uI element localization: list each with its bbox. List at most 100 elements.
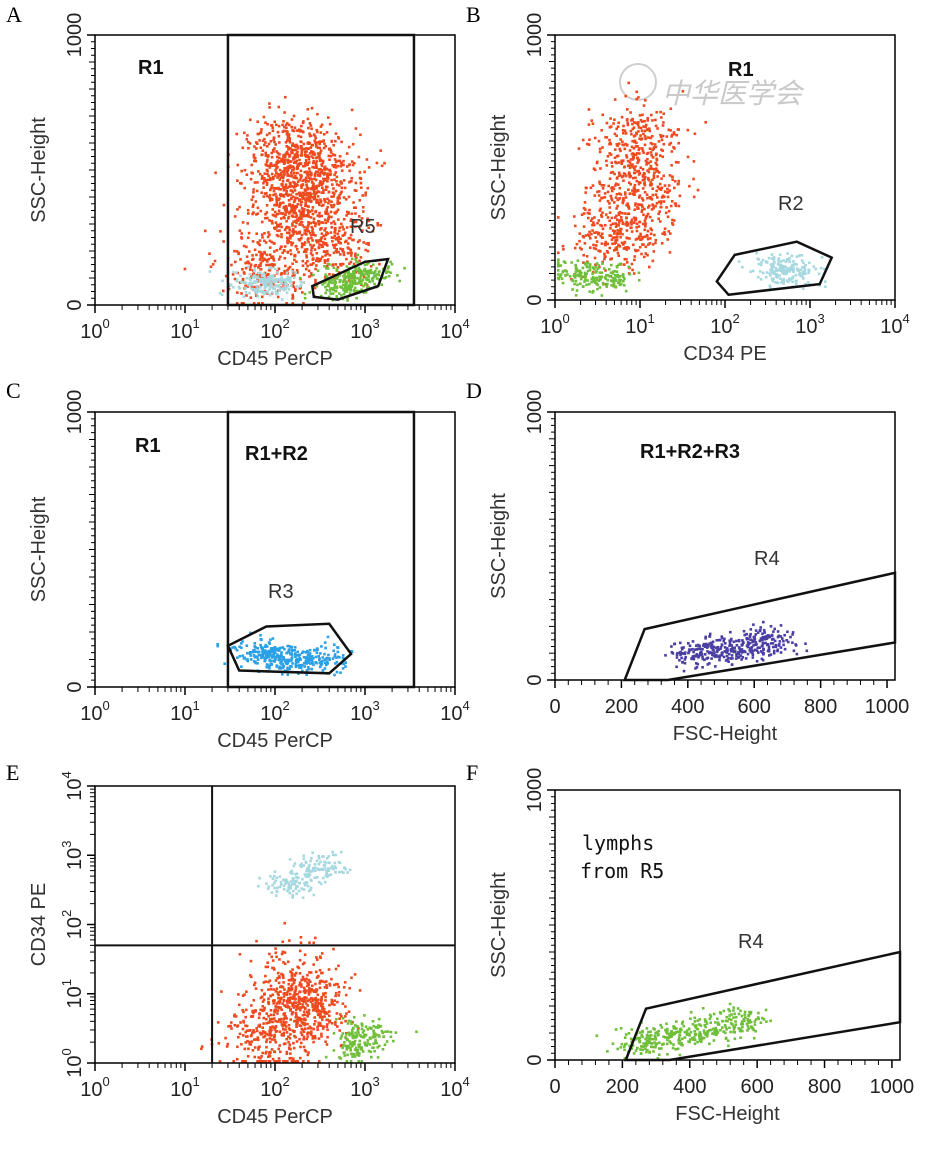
panel-c-event-point (281, 666, 285, 669)
panel-a-event-point (305, 233, 308, 236)
panel-a-event-point (284, 204, 288, 208)
panel-e-event-point (330, 977, 333, 981)
panel-b-event-point (641, 197, 644, 200)
panel-b-event-point (588, 263, 592, 266)
panel-c-event-point (335, 670, 339, 674)
panel-a-event-point (276, 165, 279, 169)
panel-c-event-point (272, 646, 275, 650)
panel-e-event-point (287, 978, 291, 982)
panel-a-event-point (285, 139, 289, 142)
panel-a-event-point (323, 229, 326, 232)
panel-c-event-point (310, 657, 314, 660)
panel-e-event-point (292, 864, 296, 868)
panel-b-event-point (608, 126, 612, 129)
panel-e-event-point (249, 959, 253, 963)
panel-a-event-point (332, 153, 335, 156)
panel-d-event-point (709, 645, 713, 648)
panel-a-event-point (300, 153, 304, 157)
panel-a-event-point (283, 125, 286, 129)
panel-c-event-point (294, 655, 297, 658)
panel-a-event-point (288, 137, 292, 140)
panel-a-event-point (361, 229, 364, 232)
panel-b-event-point (649, 136, 652, 140)
panel-c-event-point (323, 652, 326, 656)
panel-b-event-point (644, 159, 648, 163)
panel-b-event-point (605, 285, 608, 288)
panel-a-event-point (269, 281, 273, 284)
panel-a-event-point (294, 211, 297, 215)
panel-a-event-point (213, 259, 217, 263)
panel-letter-f: F (466, 760, 478, 785)
panel-a-event-point (285, 145, 288, 148)
panel-a-event-point (333, 154, 337, 157)
panel-d-event-point (730, 663, 734, 666)
panel-d-event-point (688, 648, 691, 651)
panel-a-event-point (251, 212, 254, 216)
panel-b-event-point (646, 212, 650, 216)
panel-b-event-point (584, 186, 588, 190)
panel-a-event-point (280, 277, 283, 281)
panel-a-event-point (348, 262, 351, 265)
panel-c-event-point (326, 660, 329, 663)
panel-b-event-point (618, 232, 621, 236)
panel-a-event-point (343, 233, 346, 237)
panel-a-event-point (258, 250, 261, 254)
panel-a-event-point (313, 140, 317, 144)
panel-e-event-point (307, 983, 310, 987)
panel-b-event-point (618, 186, 622, 190)
panel-d-event-point (680, 646, 684, 650)
panel-d-event-point (715, 639, 719, 642)
panel-a-event-point (336, 202, 340, 205)
panel-a-event-point (247, 261, 251, 265)
panel-a-event-point (331, 183, 334, 186)
panel-b-event-point (633, 258, 636, 262)
panel-b-event-point (624, 246, 627, 249)
panel-d-event-point (711, 648, 715, 651)
panel-a-event-point (338, 229, 341, 233)
panel-a-event-point (298, 178, 301, 182)
panel-e-event-point (291, 983, 294, 986)
panel-a-event-point (286, 158, 290, 162)
panel-b-event-point (653, 143, 657, 146)
panel-b-event-point (792, 264, 795, 267)
panel-e-event-point (344, 1005, 347, 1008)
panel-a-event-point (265, 204, 269, 207)
panel-a-event-point (285, 219, 288, 223)
panel-a-event-point (279, 176, 283, 179)
panel-d-event-point (730, 650, 733, 653)
panel-a-event-point (290, 284, 293, 287)
panel-c-event-point (338, 656, 341, 659)
panel-b-event-point (613, 148, 617, 151)
panel-a-event-point (296, 271, 299, 274)
panel-a-event-point (285, 192, 288, 195)
panel-b-event-point (585, 283, 588, 287)
panel-e-event-point (306, 984, 309, 988)
panel-a-event-point (272, 136, 276, 140)
panel-a-event-point (281, 160, 285, 164)
panel-d-event-point (682, 646, 685, 649)
panel-a-event-point (221, 279, 224, 283)
panel-e-event-point (272, 1013, 276, 1017)
panel-b-event-point (601, 146, 604, 149)
panel-a-event-point (293, 276, 296, 279)
panel-d-event-point (720, 636, 724, 640)
panel-b-event-point (594, 244, 598, 247)
panel-b-event-point (601, 281, 605, 285)
panel-a-event-point (377, 273, 381, 277)
panel-e-event-point (304, 874, 308, 877)
panel-e-event-point (239, 1021, 242, 1024)
panel-d-event-point (742, 629, 746, 633)
panel-a-event-point (293, 126, 297, 129)
panel-d-event-point (723, 637, 726, 641)
panel-b-event-point (626, 212, 629, 216)
panel-a-event-point (277, 234, 280, 238)
panel-b-event-point (631, 176, 635, 180)
panel-b-event-point (646, 127, 650, 131)
panel-a-event-point (349, 225, 353, 228)
panel-b-event-point (592, 243, 595, 247)
panel-a-event-point (273, 210, 277, 214)
panel-a-event-point (303, 292, 307, 296)
panel-e-event-point (310, 856, 313, 860)
panel-a-event-point (317, 203, 321, 207)
panel-b-event-point (619, 149, 622, 153)
